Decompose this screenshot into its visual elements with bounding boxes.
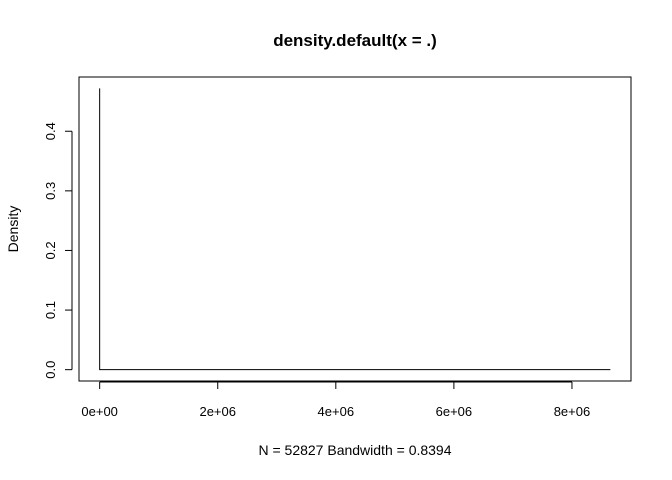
series-layer: [99, 88, 611, 371]
x-axis-label: N = 52827 Bandwidth = 0.8394: [258, 442, 451, 458]
y-tick-label: 0.1: [43, 301, 58, 319]
y-tick-label: 0.2: [43, 241, 58, 259]
density-line: [99, 88, 611, 371]
x-tick-label: 4e+06: [318, 404, 355, 419]
plot-box: [78, 76, 632, 382]
y-tick-label: 0.3: [43, 182, 58, 200]
y-tick-label: 0.4: [43, 122, 58, 140]
chart-title: density.default(x = .): [273, 31, 437, 50]
y-tick-label: 0.0: [43, 361, 58, 379]
y-axis: 0.0 0.1 0.2 0.3 0.4: [43, 122, 73, 379]
y-axis-label: Density: [5, 206, 21, 253]
x-tick-label: 6e+06: [436, 404, 473, 419]
x-tick-label: 2e+06: [199, 404, 236, 419]
x-axis: 0e+00 2e+06 4e+06 6e+06 8e+06: [81, 381, 591, 419]
x-tick-label: 0e+00: [81, 404, 118, 419]
x-tick-label: 8e+06: [554, 404, 591, 419]
